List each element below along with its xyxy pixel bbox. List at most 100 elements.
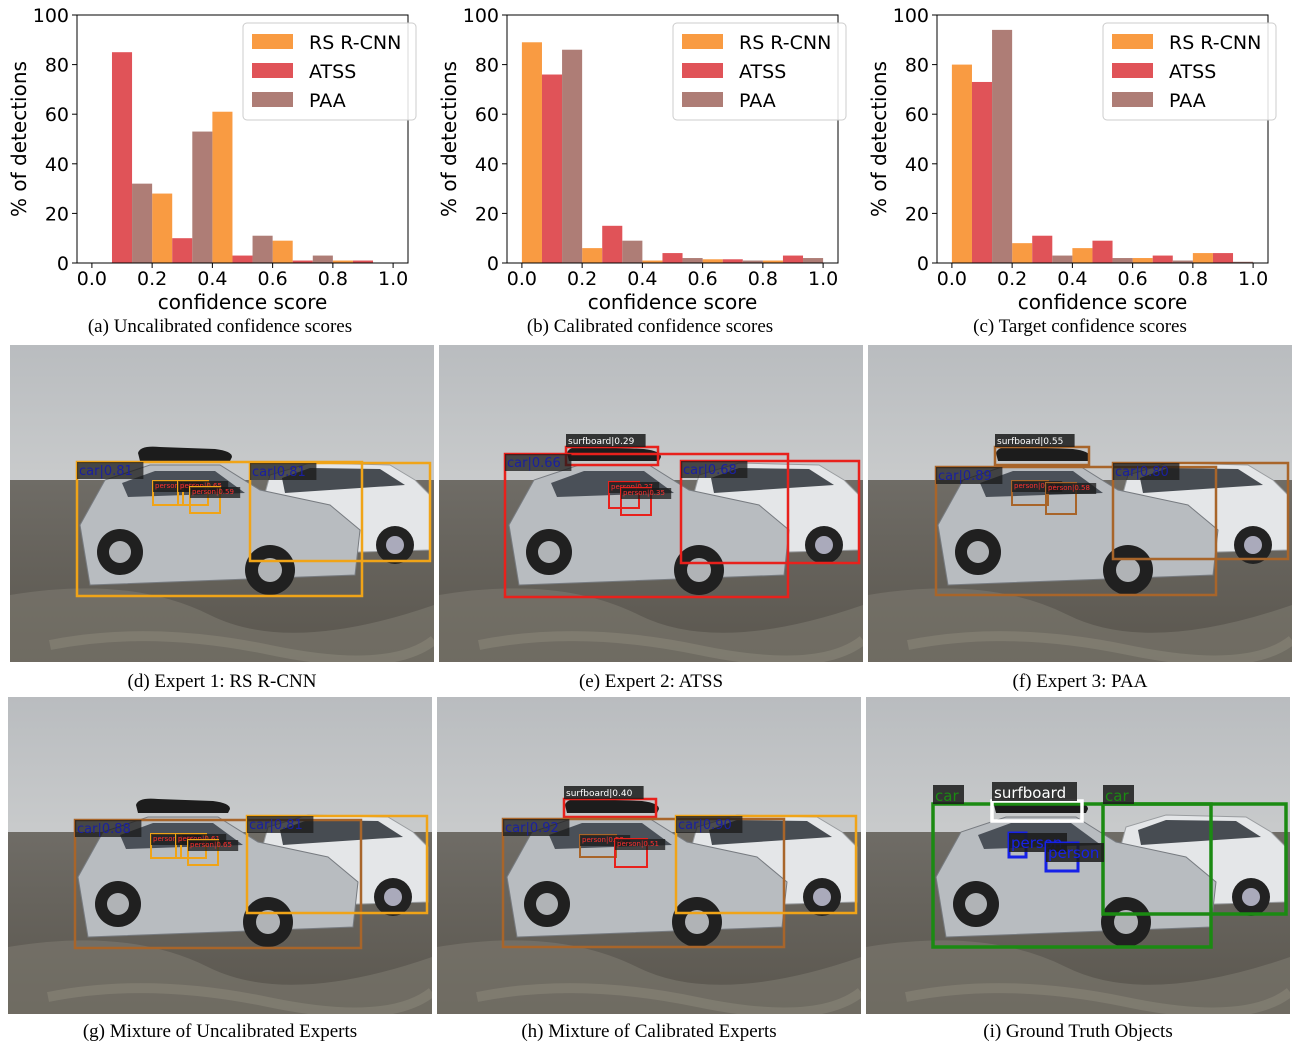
box-car-back-rect xyxy=(248,461,432,563)
car-front-hub-rear xyxy=(536,893,558,915)
legend: RS R-CNN ATSS PAA xyxy=(672,22,847,121)
bar xyxy=(642,260,663,263)
caption-a: (a) Uncalibrated confidence scores xyxy=(87,316,353,337)
legend-swatch xyxy=(252,34,293,49)
bar xyxy=(212,111,233,263)
box-person-1-label-bg xyxy=(580,835,631,846)
ground-patch xyxy=(437,940,861,1014)
box-car-front-label-bg xyxy=(505,454,572,471)
box-car-back: car|0.81 xyxy=(248,461,432,563)
car-front-hub-front xyxy=(1114,910,1138,934)
box-car-front-rect xyxy=(934,465,1218,597)
x-tick-label: 0.0 xyxy=(507,268,537,290)
bar xyxy=(132,183,153,263)
x-tick-label: 0.0 xyxy=(937,268,967,290)
bar xyxy=(312,255,333,263)
car-front-hub-rear xyxy=(538,541,560,563)
box-surfboard-label: surfboard|0.29 xyxy=(568,437,635,447)
x-tick-label: 0.0 xyxy=(77,268,107,290)
box-surfboard-label-bg xyxy=(564,786,644,799)
y-tick-label: 0 xyxy=(57,253,69,275)
box-car-front-label: car|0.81 xyxy=(79,464,133,479)
bar xyxy=(252,235,273,263)
photo-mixture-uncalibrated: car|0.88 car|0.81 person|0.65 person|0.61 pe… xyxy=(8,697,432,1014)
bar xyxy=(951,64,972,263)
bar xyxy=(1212,253,1234,263)
y-tick-label: 20 xyxy=(475,203,499,225)
box-car-front-rect xyxy=(501,817,786,949)
box-car-back: car|0.68 xyxy=(679,459,861,565)
photo-scene: car|0.88 car|0.81person|0.65person|0.61pe… xyxy=(8,697,432,1014)
box-surfboard-label-bg xyxy=(995,434,1075,447)
legend-label: ATSS xyxy=(739,61,786,83)
box-car-front-rect xyxy=(503,452,790,599)
bar xyxy=(192,131,213,263)
ground-track xyxy=(478,631,863,662)
car-front-hub-rear xyxy=(967,541,989,563)
box-car-front: car|0.89 xyxy=(934,465,1218,597)
roof-surfboard xyxy=(136,798,230,813)
sky xyxy=(868,345,1292,485)
x-tick-label: 0.4 xyxy=(197,268,227,290)
box-person-2-label-bg xyxy=(615,839,666,850)
x-tick-label: 1.0 xyxy=(378,268,408,290)
box-car-back-label: car xyxy=(1105,787,1129,805)
bar xyxy=(232,255,253,263)
x-axis-label: confidence score xyxy=(158,290,328,314)
photo-ground-truth: car car surfboard person person xyxy=(866,697,1290,1014)
plot-frame xyxy=(506,14,839,264)
car-front-hub-front xyxy=(687,558,711,582)
y-tick-label: 60 xyxy=(905,104,929,126)
bar xyxy=(1072,248,1093,263)
y-tick-label: 100 xyxy=(463,5,499,27)
box-person-3: person|0.59 xyxy=(189,486,241,514)
box-car-back-rect xyxy=(674,814,858,915)
bar xyxy=(702,259,723,263)
box-person-1-label: person|0.65 xyxy=(155,482,197,490)
bar xyxy=(803,258,824,263)
legend-label: PAA xyxy=(309,90,346,112)
box-person-1-label: person|0.54 xyxy=(1014,482,1056,490)
photo-expert-atss: surfboard|0.29 car|0.66 car|0.68 person|0.2… xyxy=(439,345,863,662)
x-tick-label: 0.6 xyxy=(1118,268,1148,290)
box-person-1-label: person|0.65 xyxy=(153,835,195,843)
ground-track xyxy=(476,983,861,1014)
box-person-3-label-bg xyxy=(190,487,241,498)
caption-b: (b) Calibrated confidence scores xyxy=(526,316,774,337)
box-person-1-label: person|0.52 xyxy=(582,836,624,844)
car-front-hub-rear xyxy=(107,893,129,915)
car-front-hub-rear xyxy=(965,893,987,915)
ground-track xyxy=(47,983,432,1014)
roof-surfboard xyxy=(565,798,659,813)
box-person-2-label-bg xyxy=(1046,843,1104,862)
bar xyxy=(1172,260,1193,263)
legend-label: ATSS xyxy=(309,61,356,83)
y-tick-label: 0 xyxy=(487,253,499,275)
x-tick-label: 0.2 xyxy=(137,268,167,290)
box-car-back-label: car|0.90 xyxy=(678,818,732,833)
box-car-front: car|0.66 xyxy=(503,452,790,599)
box-car-front-rect xyxy=(73,818,363,950)
bar xyxy=(1032,235,1053,263)
box-person-3-label: person|0.65 xyxy=(190,841,232,849)
box-car-front: car|0.88 xyxy=(73,818,363,950)
box-car-front-rect xyxy=(931,802,1213,949)
y-tick-label: 0 xyxy=(917,253,929,275)
legend: RS R-CNN ATSS PAA xyxy=(242,22,417,121)
y-axis-label: % of detections xyxy=(437,61,461,217)
car-back-hub xyxy=(1242,888,1260,906)
car-front-hub-front xyxy=(1116,558,1140,582)
box-car-back: car|0.80 xyxy=(1111,461,1290,561)
histogram-uncalibrated: 0 20 40 60 80 100 0.0 0.2 0.4 0.6 0.8 1.0 confidence… xyxy=(7,5,417,314)
bar xyxy=(332,260,353,263)
box-person-2: person|0.35 xyxy=(620,487,672,516)
legend-label: PAA xyxy=(739,90,776,112)
x-tick-label: 0.8 xyxy=(1178,268,1208,290)
photo-expert-paa: surfboard|0.55 car|0.89 car|0.80 person|0.5… xyxy=(868,345,1292,662)
box-person-3-label: person|0.59 xyxy=(192,488,234,496)
y-tick-label: 80 xyxy=(45,55,69,77)
ground-track xyxy=(907,631,1292,662)
legend-swatch xyxy=(1112,34,1153,49)
box-person-2-label-bg xyxy=(621,488,672,499)
